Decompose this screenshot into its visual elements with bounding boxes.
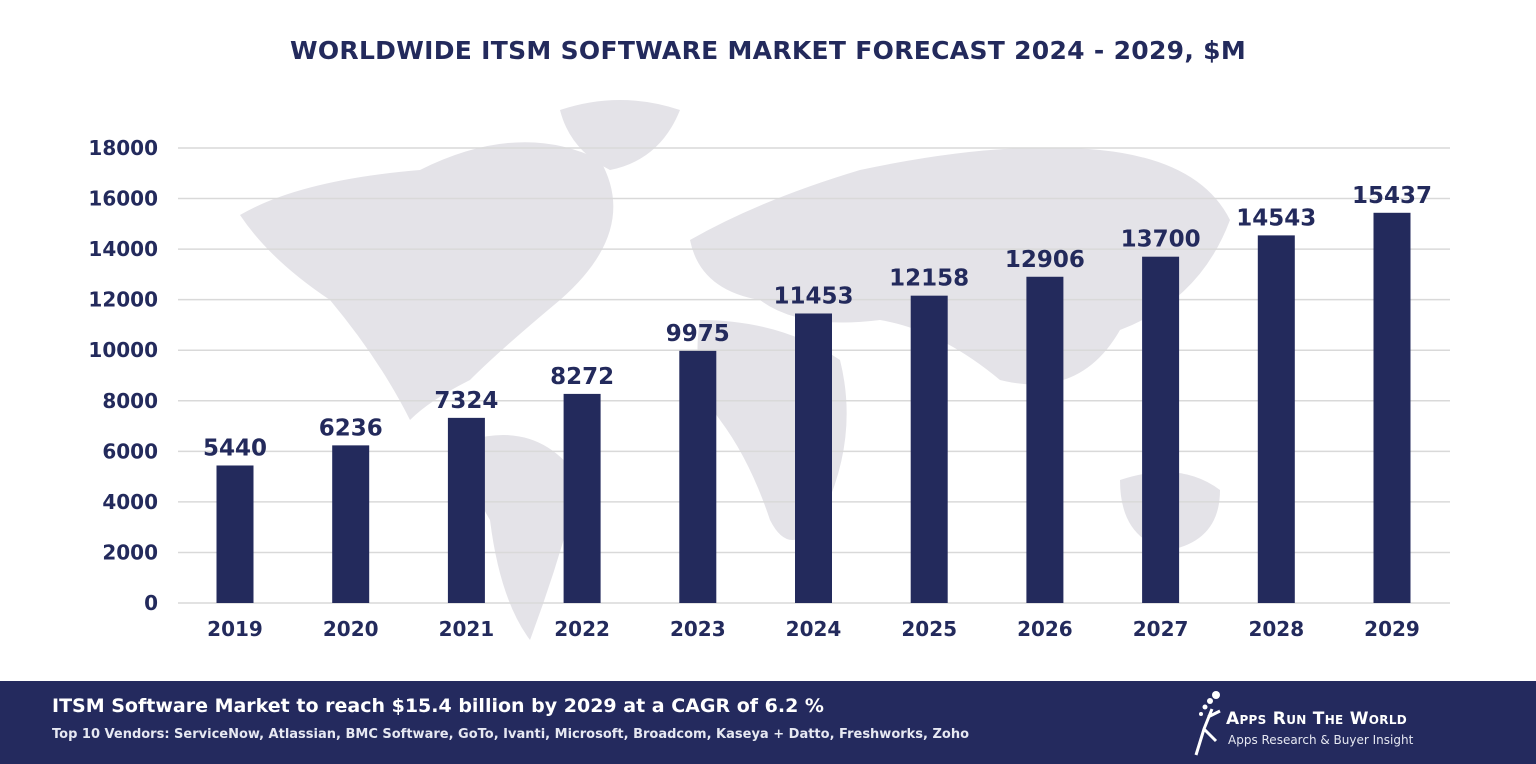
- x-tick-label: 2022: [554, 617, 610, 641]
- bar-2028: [1257, 235, 1295, 603]
- x-tick-label: 2023: [670, 617, 726, 641]
- data-label-2025: 12158: [889, 266, 969, 292]
- footer-headline: ITSM Software Market to reach $15.4 bill…: [52, 695, 824, 717]
- y-tick-label: 0: [144, 591, 158, 615]
- bar-2023: [679, 350, 717, 603]
- y-tick-label: 16000: [88, 187, 158, 211]
- runner-icon: [1194, 691, 1221, 756]
- x-tick-label: 2020: [323, 617, 379, 641]
- footer-banner: ITSM Software Market to reach $15.4 bill…: [0, 681, 1536, 764]
- y-tick-label: 10000: [88, 338, 158, 362]
- logo-name: Apps Run The World: [1226, 709, 1408, 729]
- data-label-2019: 5440: [203, 435, 267, 461]
- y-axis-ticks: 0 2000 4000 6000 8000 10000 12000 14000 16000 180…: [88, 136, 158, 615]
- data-label-2022: 8272: [550, 364, 614, 390]
- bar-2027: [1142, 256, 1180, 603]
- apps-run-the-world-logo: Apps Run The World Apps Research & Buyer…: [1186, 689, 1486, 759]
- bar-2019: [216, 465, 254, 603]
- y-tick-label: 12000: [88, 288, 158, 312]
- x-tick-label: 2021: [439, 617, 495, 641]
- footer-vendors: Top 10 Vendors: ServiceNow, Atlassian, B…: [52, 727, 970, 742]
- data-label-2026: 12906: [1005, 247, 1085, 273]
- y-tick-label: 18000: [88, 136, 158, 160]
- chart: 0 2000 4000 6000 8000 10000 12000 14000 16000 180…: [88, 100, 1450, 641]
- data-label-2029: 15437: [1352, 183, 1432, 209]
- data-label-2028: 14543: [1236, 205, 1316, 231]
- data-label-2020: 6236: [319, 415, 383, 441]
- y-tick-label: 8000: [102, 389, 158, 413]
- y-tick-label: 6000: [102, 439, 158, 463]
- y-tick-label: 4000: [102, 490, 158, 514]
- data-label-2027: 13700: [1121, 227, 1201, 253]
- bars: [216, 212, 1411, 604]
- bar-2025: [910, 295, 948, 603]
- logo-tagline: Apps Research & Buyer Insight: [1228, 733, 1414, 747]
- x-axis-ticks: 2019 2020 2021 2022 2023 2024 2025 2026 2027 2028…: [207, 617, 1420, 641]
- x-tick-label: 2024: [786, 617, 842, 641]
- bar-2022: [563, 393, 601, 603]
- x-tick-label: 2019: [207, 617, 263, 641]
- chart-title: WORLDWIDE ITSM SOFTWARE MARKET FORECAST …: [289, 36, 1247, 65]
- y-tick-label: 14000: [88, 237, 158, 261]
- bar-2024: [795, 313, 832, 603]
- bar-2026: [1026, 276, 1064, 603]
- bar-2029: [1373, 212, 1411, 604]
- data-labels: 5440 6236 7324 8272 9975 11453 12158 12906 13700…: [203, 183, 1432, 462]
- x-tick-label: 2026: [1017, 617, 1073, 641]
- data-label-2024: 11453: [773, 283, 853, 309]
- bar-2021: [447, 417, 485, 603]
- bar-2020: [332, 445, 370, 603]
- data-label-2023: 9975: [666, 321, 730, 347]
- x-tick-label: 2027: [1133, 617, 1189, 641]
- y-tick-label: 2000: [102, 540, 158, 564]
- data-label-2021: 7324: [434, 388, 498, 414]
- x-tick-label: 2028: [1248, 617, 1304, 641]
- x-tick-label: 2029: [1364, 617, 1420, 641]
- x-tick-label: 2025: [901, 617, 957, 641]
- world-map-background: [240, 100, 1230, 640]
